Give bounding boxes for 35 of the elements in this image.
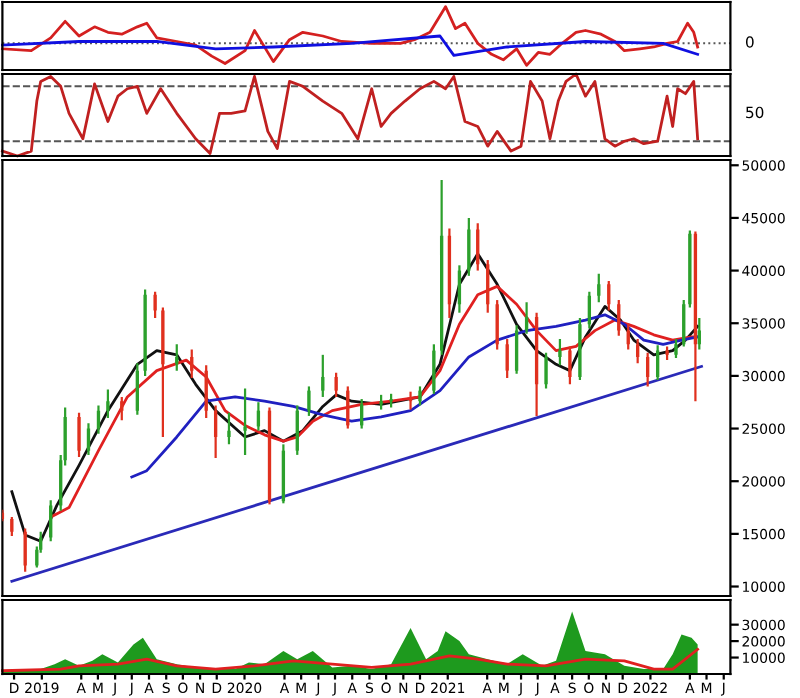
candlestick	[418, 385, 422, 407]
candlestick	[190, 348, 194, 380]
candlestick	[153, 290, 157, 320]
candlestick	[636, 337, 640, 365]
candlestick	[645, 351, 650, 388]
candlestick	[467, 216, 471, 277]
candlestick	[49, 499, 53, 543]
candlestick	[321, 353, 325, 399]
line-series	[1, 647, 700, 673]
candlestick	[295, 404, 299, 456]
candlestick	[120, 395, 124, 422]
candlestick	[77, 411, 81, 459]
candlestick	[96, 404, 101, 435]
candlestick	[524, 301, 529, 335]
candlestick	[227, 411, 231, 446]
candlestick	[307, 385, 311, 418]
candlestick	[505, 337, 509, 380]
candlestick	[106, 388, 110, 420]
candlestick	[514, 324, 519, 375]
candlestick	[495, 298, 499, 351]
candlestick	[544, 351, 548, 390]
candlestick	[486, 258, 490, 314]
candlestick	[617, 298, 621, 337]
candlestick	[204, 364, 208, 420]
candlestick	[432, 343, 436, 395]
candlestick	[558, 337, 562, 367]
candlestick	[568, 345, 572, 386]
candlestick	[674, 337, 678, 360]
candlestick	[10, 515, 14, 538]
candlestick	[607, 280, 611, 312]
candlestick	[243, 387, 247, 456]
candlestick	[334, 371, 338, 399]
candlestick	[597, 272, 601, 304]
candlestick	[135, 362, 139, 416]
candlestick	[360, 397, 364, 430]
